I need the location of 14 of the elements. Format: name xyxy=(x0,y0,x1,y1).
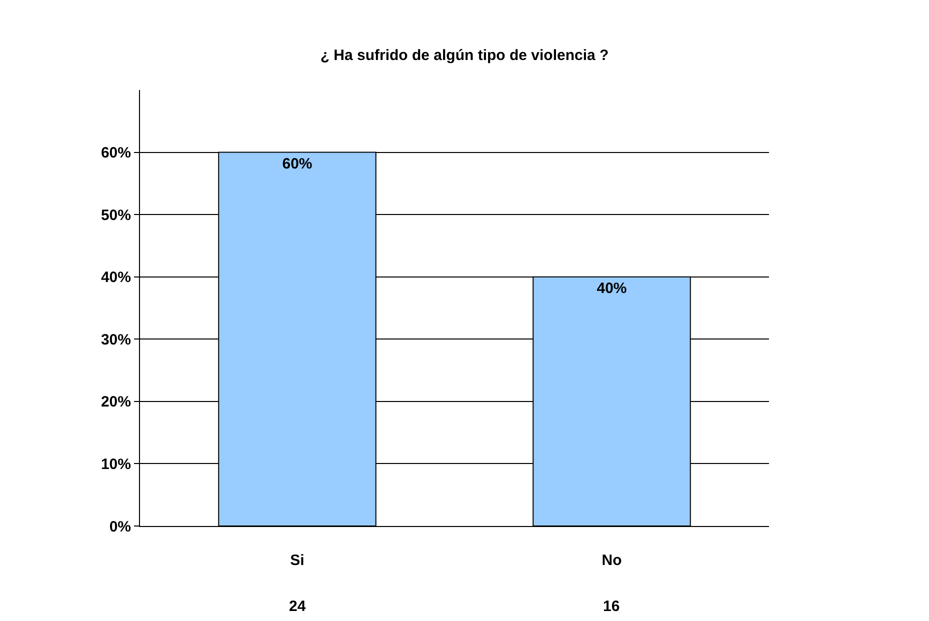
data-label: 40% xyxy=(596,280,627,297)
y-tick-label: 50% xyxy=(100,206,131,224)
y-tick-label: 20% xyxy=(100,394,131,411)
y-tick-label: 30% xyxy=(100,331,131,348)
y-tick-label: 40% xyxy=(100,269,131,286)
x-tick-label: No xyxy=(602,552,622,569)
data-label: 60% xyxy=(282,155,312,172)
chart-title: ¿ Ha sufrido de algún tipo de violencia ? xyxy=(320,47,609,64)
text: 24 xyxy=(289,598,306,615)
y-tick-label: 10% xyxy=(100,456,131,473)
text: 16 xyxy=(603,598,620,615)
y-tick-label: 0% xyxy=(109,518,131,536)
x-tick-label: Si xyxy=(290,552,304,569)
y-tick-label: 60% xyxy=(100,144,131,162)
